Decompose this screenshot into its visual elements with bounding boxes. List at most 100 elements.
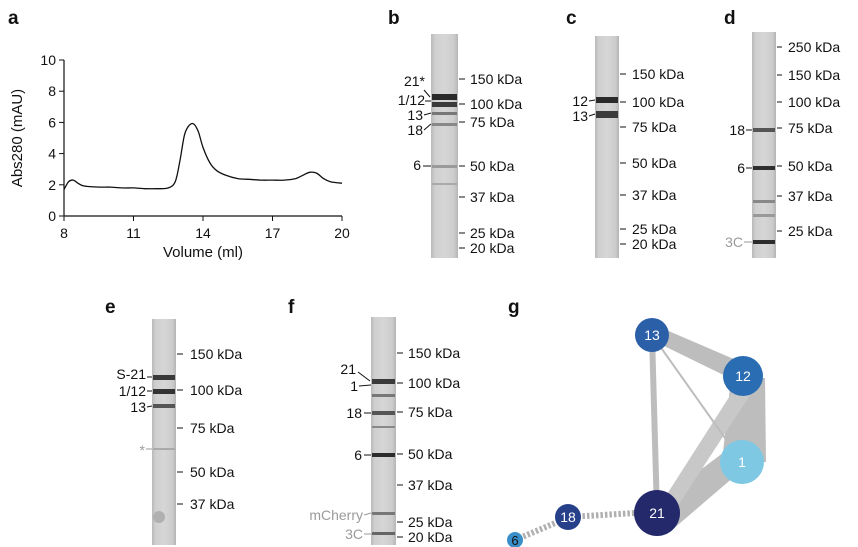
- mw-label: 25 kDa: [632, 221, 677, 237]
- mw-ladder: 150 kDa 100 kDa 75 kDa 50 kDa 37 kDa 25 …: [459, 71, 522, 256]
- mw-ladder: 250 kDa 150 kDa 100 kDa 75 kDa 50 kDa 37…: [777, 39, 840, 239]
- band-label: 6: [354, 447, 362, 463]
- panel-label-d: d: [724, 8, 736, 29]
- y-tick-label: 0: [48, 208, 56, 224]
- mw-label: 20 kDa: [408, 529, 453, 545]
- band-label: mCherry: [309, 507, 363, 523]
- band-tick: [423, 123, 432, 131]
- x-tick-label: 20: [334, 225, 350, 241]
- interaction-network: 13 12 1 21 18 6: [507, 318, 766, 547]
- x-tick-label: 17: [265, 225, 281, 241]
- node-label: 13: [644, 327, 660, 343]
- absorbance-trace: [63, 122, 343, 190]
- mw-label: 75 kDa: [632, 119, 677, 135]
- mw-ladder: 150 kDa 100 kDa 75 kDa 50 kDa 37 kDa: [177, 346, 242, 512]
- y-tick-label: 10: [40, 52, 56, 68]
- node-label: 21: [649, 505, 665, 521]
- gel-band: [372, 379, 395, 384]
- gel-band: [153, 404, 175, 408]
- mw-ladder: 150 kDa 100 kDa 75 kDa 50 kDa 37 kDa 25 …: [620, 66, 684, 252]
- gel-band: [753, 240, 775, 244]
- gel-band: [432, 102, 457, 107]
- x-tick-label: 14: [195, 225, 211, 241]
- edge-21-12: [662, 380, 752, 518]
- gel-smudge: [153, 511, 165, 523]
- band-label: 13: [130, 399, 146, 415]
- gel-band: [153, 375, 175, 380]
- edge-13-21: [649, 334, 660, 514]
- band-label: 18: [729, 122, 745, 138]
- mw-label: 50 kDa: [408, 446, 453, 462]
- band-label: 13: [572, 108, 588, 124]
- band-label: 1/12: [398, 92, 425, 108]
- mw-label: 100 kDa: [788, 94, 840, 110]
- mw-label: 75 kDa: [788, 120, 833, 136]
- mw-label: 100 kDa: [470, 96, 522, 112]
- y-axis-label: Abs280 (mAU): [9, 89, 26, 187]
- gel-f: 21 1 18 6 mCherry 3C 150 kDa 100 kDa 75 …: [309, 317, 460, 545]
- x-tick-label: 8: [60, 225, 68, 241]
- gel-band: [432, 165, 457, 168]
- gel-lane: [152, 319, 176, 545]
- node-13: [635, 318, 669, 352]
- band-label: 18: [407, 122, 423, 138]
- mw-label: 37 kDa: [470, 189, 515, 205]
- gel-band: [753, 214, 775, 217]
- panel-label-e: e: [105, 297, 116, 318]
- mw-label: 37 kDa: [788, 188, 833, 204]
- band-label: *: [140, 442, 146, 458]
- gel-d: 18 6 3C 250 kDa 150 kDa 100 kDa 75 kDa 5…: [725, 32, 840, 258]
- gel-lane: [752, 32, 776, 258]
- gel-b: 21* 1/12 13 18 6 150 kDa 100 kDa 75 kDa …: [398, 34, 522, 258]
- mw-label: 25 kDa: [788, 223, 833, 239]
- mw-label: 37 kDa: [632, 187, 677, 203]
- band-label: 12: [572, 93, 588, 109]
- band-label: 1/12: [119, 383, 146, 399]
- band-tick: [363, 512, 372, 516]
- mw-label: 150 kDa: [470, 71, 522, 87]
- gel-band: [372, 426, 395, 428]
- node-label: 1: [738, 454, 746, 470]
- gel-lane: [371, 317, 396, 545]
- mw-label: 250 kDa: [788, 39, 840, 55]
- mw-label: 25 kDa: [470, 225, 515, 241]
- band-tick: [358, 384, 372, 387]
- mw-label: 150 kDa: [632, 66, 684, 82]
- mw-label: 150 kDa: [408, 345, 460, 361]
- mw-ladder: 150 kDa 100 kDa 75 kDa 50 kDa 37 kDa 25 …: [397, 345, 460, 545]
- mw-label: 25 kDa: [408, 514, 453, 530]
- band-label: 3C: [345, 526, 363, 542]
- mw-label: 75 kDa: [190, 420, 235, 436]
- y-tick-label: 8: [48, 83, 56, 99]
- gel-band: [432, 183, 457, 185]
- x-tick-label: 11: [126, 225, 141, 241]
- band-tick: [588, 113, 596, 117]
- band-pointer: [423, 89, 431, 98]
- panel-label-c: c: [566, 8, 577, 29]
- mw-label: 50 kDa: [470, 158, 515, 174]
- band-pointer: [357, 371, 371, 382]
- node-6: [507, 532, 523, 547]
- gel-band: [372, 453, 395, 457]
- mw-label: 37 kDa: [190, 496, 235, 512]
- gel-band: [372, 532, 395, 535]
- x-axis-label: Volume (ml): [163, 244, 243, 261]
- y-tick-label: 4: [48, 146, 56, 162]
- mw-label: 37 kDa: [408, 477, 453, 493]
- panel-label-b: b: [388, 8, 400, 29]
- mw-label: 100 kDa: [190, 382, 242, 398]
- panel-label-f: f: [288, 297, 295, 318]
- node-21: [634, 490, 680, 536]
- gel-band: [372, 394, 395, 397]
- mw-label: 150 kDa: [788, 67, 840, 83]
- mw-label: 50 kDa: [788, 158, 833, 174]
- y-tick-label: 6: [48, 114, 56, 130]
- gel-band: [153, 389, 175, 394]
- band-tick: [588, 99, 596, 102]
- edge-18-6: [513, 518, 562, 543]
- gel-band: [753, 128, 775, 132]
- node-12: [723, 356, 763, 396]
- chromatogram: 0 2 4 6 8 10 8 11 14 17 20 Volume (ml) Abs280 (mA…: [9, 52, 350, 261]
- mw-label: 50 kDa: [190, 464, 235, 480]
